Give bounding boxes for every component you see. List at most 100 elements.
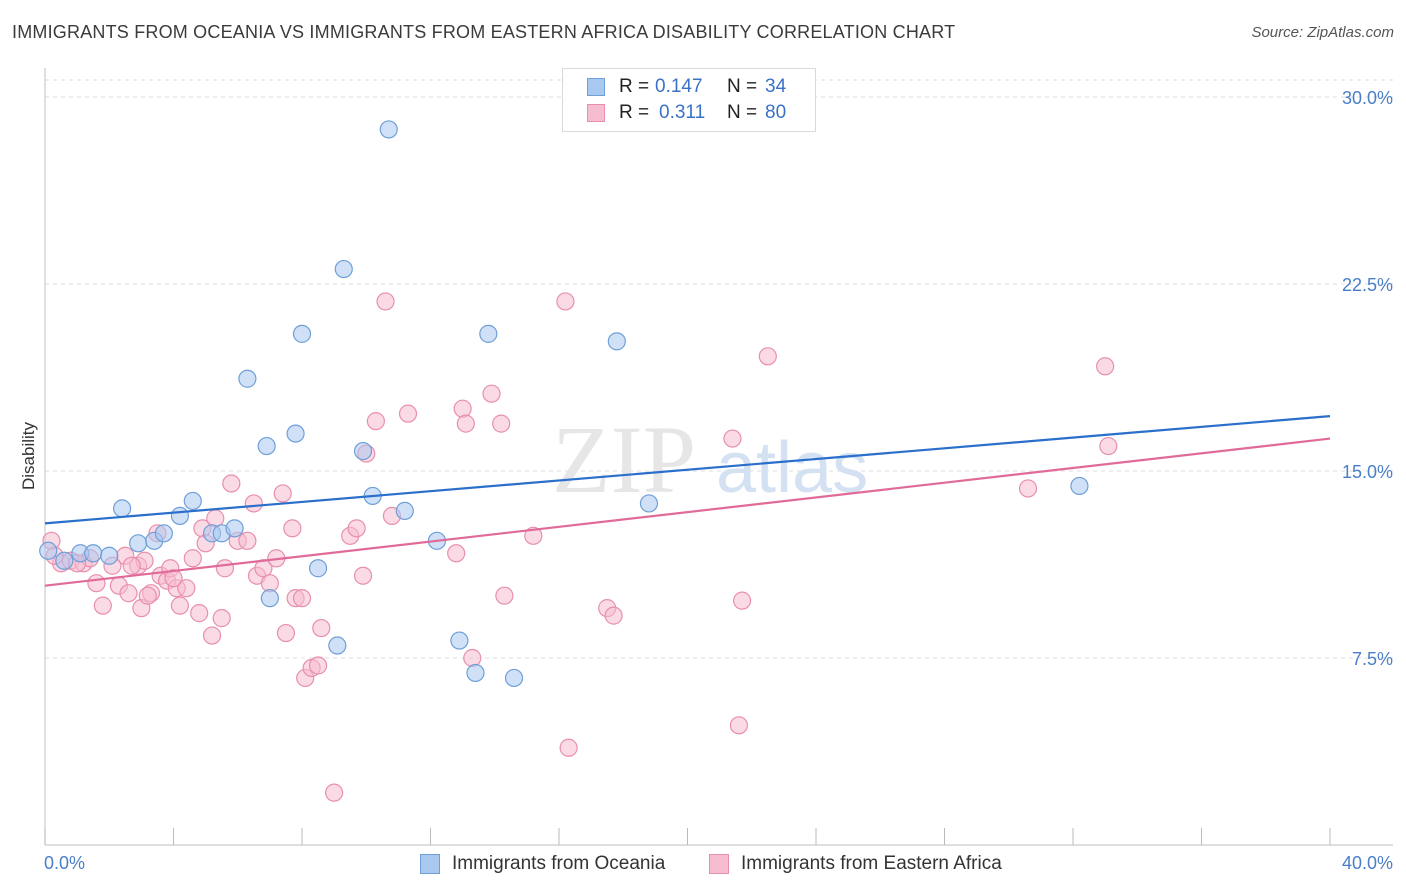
legend-n-value: 34 (765, 76, 787, 97)
point-eastern-africa (276, 623, 296, 643)
point-eastern-africa (122, 556, 141, 575)
point-oceania (39, 541, 58, 560)
point-eastern-africa (292, 589, 312, 608)
point-eastern-africa (559, 738, 578, 757)
point-eastern-africa (447, 544, 466, 563)
legend-n-label: N = (727, 102, 758, 123)
point-eastern-africa (604, 606, 623, 625)
axis-labels: Disability 0.0% 40.0% (19, 421, 1393, 873)
point-oceania (334, 259, 353, 279)
trend-line-eastern-africa (44, 437, 1331, 587)
y-tick-label: 30.0% (1342, 88, 1393, 108)
legend-r-label: R = (619, 102, 650, 123)
point-eastern-africa (273, 484, 292, 503)
axes (44, 68, 1393, 846)
point-eastern-africa (524, 526, 543, 545)
point-eastern-africa (556, 292, 575, 311)
point-eastern-africa (723, 429, 742, 448)
point-oceania (112, 499, 132, 518)
point-oceania (353, 441, 373, 461)
point-eastern-africa (482, 384, 501, 403)
point-eastern-africa (347, 519, 366, 538)
chart-title: IMMIGRANTS FROM OCEANIA VS IMMIGRANTS FR… (12, 22, 956, 42)
point-eastern-africa (398, 404, 418, 423)
point-oceania (238, 369, 257, 388)
point-eastern-africa (463, 648, 482, 668)
legend-r-value: 0.147 (655, 76, 703, 97)
legend-n-label: N = (727, 76, 758, 97)
point-eastern-africa (177, 579, 196, 598)
point-oceania (183, 491, 202, 511)
bottom-legend-swatch-eastern-africa (709, 854, 729, 874)
point-oceania (639, 494, 659, 513)
point-eastern-africa (138, 586, 157, 605)
point-eastern-africa (87, 574, 106, 593)
point-oceania (395, 501, 414, 520)
x-tick-label-min: 0.0% (44, 853, 85, 873)
trend-lines (44, 415, 1331, 587)
point-eastern-africa (1099, 436, 1118, 456)
point-oceania (379, 120, 398, 139)
point-eastern-africa (312, 618, 331, 638)
point-eastern-africa (353, 566, 373, 585)
watermark: ZIP atlas (552, 406, 868, 513)
legend-r-value: 0.311 (659, 102, 706, 123)
point-oceania (55, 551, 74, 570)
point-oceania (479, 324, 498, 343)
point-oceania (154, 524, 173, 543)
point-oceania (286, 424, 305, 443)
gridlines: 7.5% 15.0% 22.5% 30.0% (45, 79, 1393, 669)
point-eastern-africa (238, 531, 257, 550)
y-tick-label: 7.5% (1352, 649, 1393, 669)
y-tick-label: 22.5% (1342, 275, 1393, 295)
point-eastern-africa (119, 584, 138, 603)
points-oceania (39, 120, 1089, 688)
point-eastern-africa (758, 347, 777, 366)
point-eastern-africa (190, 604, 209, 623)
y-axis-label: Disability (19, 421, 38, 490)
point-eastern-africa (283, 519, 302, 538)
point-eastern-africa (170, 596, 190, 615)
point-eastern-africa (366, 412, 385, 431)
point-eastern-africa (325, 783, 344, 802)
point-oceania (308, 559, 328, 578)
point-eastern-africa (1018, 479, 1038, 498)
point-eastern-africa (202, 626, 222, 645)
legend-n-value: 80 (765, 102, 787, 123)
legend-swatch-eastern-africa (587, 104, 605, 122)
point-oceania (292, 324, 312, 343)
point-oceania (170, 506, 190, 525)
point-oceania (129, 534, 148, 553)
point-eastern-africa (93, 596, 112, 615)
point-eastern-africa (183, 549, 202, 568)
point-oceania (450, 631, 469, 650)
point-eastern-africa (1096, 357, 1115, 376)
point-eastern-africa (456, 414, 475, 433)
point-eastern-africa (729, 716, 749, 735)
point-oceania (225, 519, 244, 538)
point-eastern-africa (308, 656, 328, 675)
bottom-legend-swatch-oceania (420, 854, 440, 874)
points-eastern-africa (42, 292, 1118, 802)
point-eastern-africa (222, 474, 241, 493)
bottom-legend-label-oceania: Immigrants from Oceania (452, 853, 666, 874)
point-eastern-africa (212, 609, 231, 628)
point-oceania (1070, 476, 1089, 496)
point-eastern-africa (733, 591, 752, 610)
point-eastern-africa (376, 292, 395, 311)
legend-r-label: R = (619, 76, 650, 97)
y-tick-label: 15.0% (1342, 462, 1393, 482)
point-oceania (100, 546, 119, 565)
point-oceania (607, 332, 626, 351)
point-eastern-africa (164, 569, 183, 588)
legend-swatch-oceania (587, 78, 605, 96)
point-oceania (84, 544, 103, 563)
point-oceania (328, 636, 347, 655)
point-eastern-africa (244, 494, 263, 513)
point-oceania (466, 663, 485, 683)
point-eastern-africa (215, 559, 234, 578)
bottom-legend-label-eastern-africa: Immigrants from Eastern Africa (741, 853, 1002, 874)
point-eastern-africa (492, 414, 511, 433)
point-oceania (257, 436, 276, 456)
point-oceania (260, 589, 279, 608)
